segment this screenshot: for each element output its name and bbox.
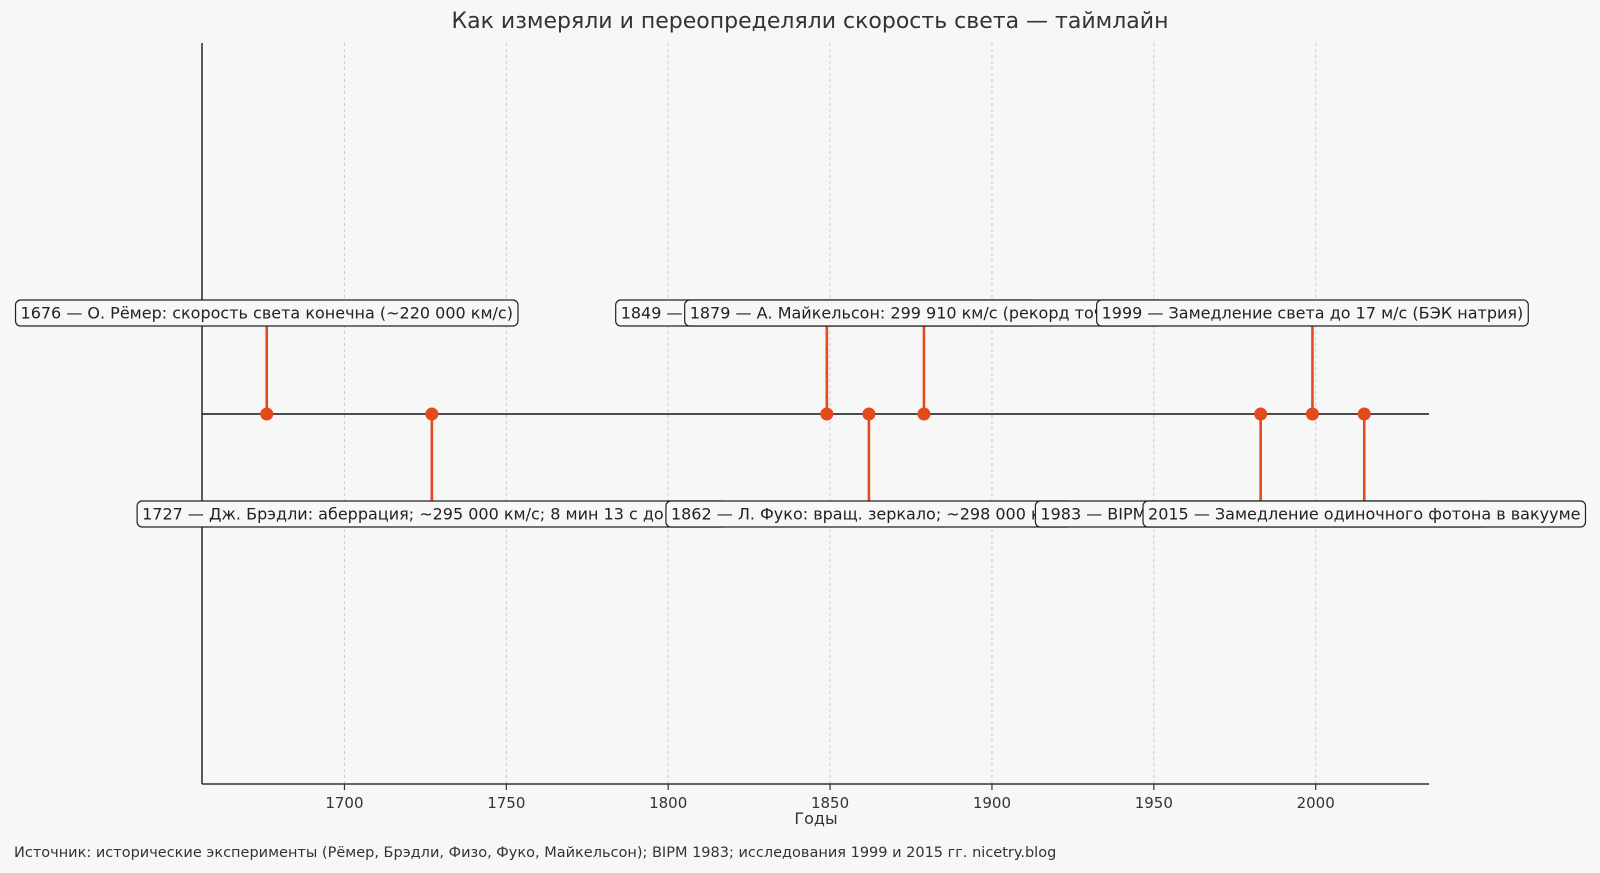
x-tick-label: 1900 [973, 794, 1011, 812]
event-label-text: 1879 — А. Майкельсон: 299 910 км/с (реко… [690, 304, 1159, 323]
event-marker [1254, 407, 1268, 421]
event-marker [820, 407, 834, 421]
event-marker [1305, 407, 1319, 421]
event-marker [1357, 407, 1371, 421]
x-tick-label: 1950 [1135, 794, 1173, 812]
chart-title: Как измеряли и переопределяли скорость с… [452, 9, 1169, 34]
event-marker [917, 407, 931, 421]
x-tick-label: 1700 [325, 794, 363, 812]
event-label-text: 1727 — Дж. Брэдли: аберрация; ~295 000 к… [142, 505, 721, 524]
event-label: 1727 — Дж. Брэдли: аберрация; ~295 000 к… [136, 500, 728, 528]
event-label-text: 2015 — Замедление одиночного фотона в ва… [1148, 505, 1580, 524]
event-marker [862, 407, 876, 421]
event-label-text: 1862 — Л. Фуко: вращ. зеркало; ~298 000 … [671, 505, 1067, 524]
event-label: 2015 — Замедление одиночного фотона в ва… [1142, 500, 1587, 528]
event-label-box [1096, 299, 1529, 327]
event-marker [425, 407, 439, 421]
event-label-box [1142, 500, 1587, 528]
event-labels: 1676 — О. Рёмер: скорость света конечна … [14, 299, 1587, 528]
event-marker [260, 407, 274, 421]
event-label-text: 1676 — О. Рёмер: скорость света конечна … [21, 304, 513, 323]
event-label: 1862 — Л. Фуко: вращ. зеркало; ~298 000 … [665, 500, 1073, 528]
x-axis-label: Годы [794, 809, 837, 828]
x-ticks: 1700 1750 1800 1850 1900 1950 2000 [325, 784, 1335, 812]
x-tick-label: 1800 [649, 794, 687, 812]
events [260, 313, 1371, 514]
x-tick-label: 1750 [487, 794, 525, 812]
x-tick-label: 2000 [1297, 794, 1335, 812]
event-label-text: 1999 — Замедление света до 17 м/с (БЭК н… [1102, 304, 1524, 323]
source-note: Источник: исторические эксперименты (Рём… [14, 845, 1057, 861]
x-tick-label: 1850 [811, 794, 849, 812]
event-label: 1999 — Замедление света до 17 м/с (БЭК н… [1096, 299, 1529, 327]
event-label-box [14, 299, 519, 327]
event-label: 1879 — А. Майкельсон: 299 910 км/с (реко… [684, 299, 1164, 327]
event-label: 1676 — О. Рёмер: скорость света конечна … [14, 299, 519, 327]
